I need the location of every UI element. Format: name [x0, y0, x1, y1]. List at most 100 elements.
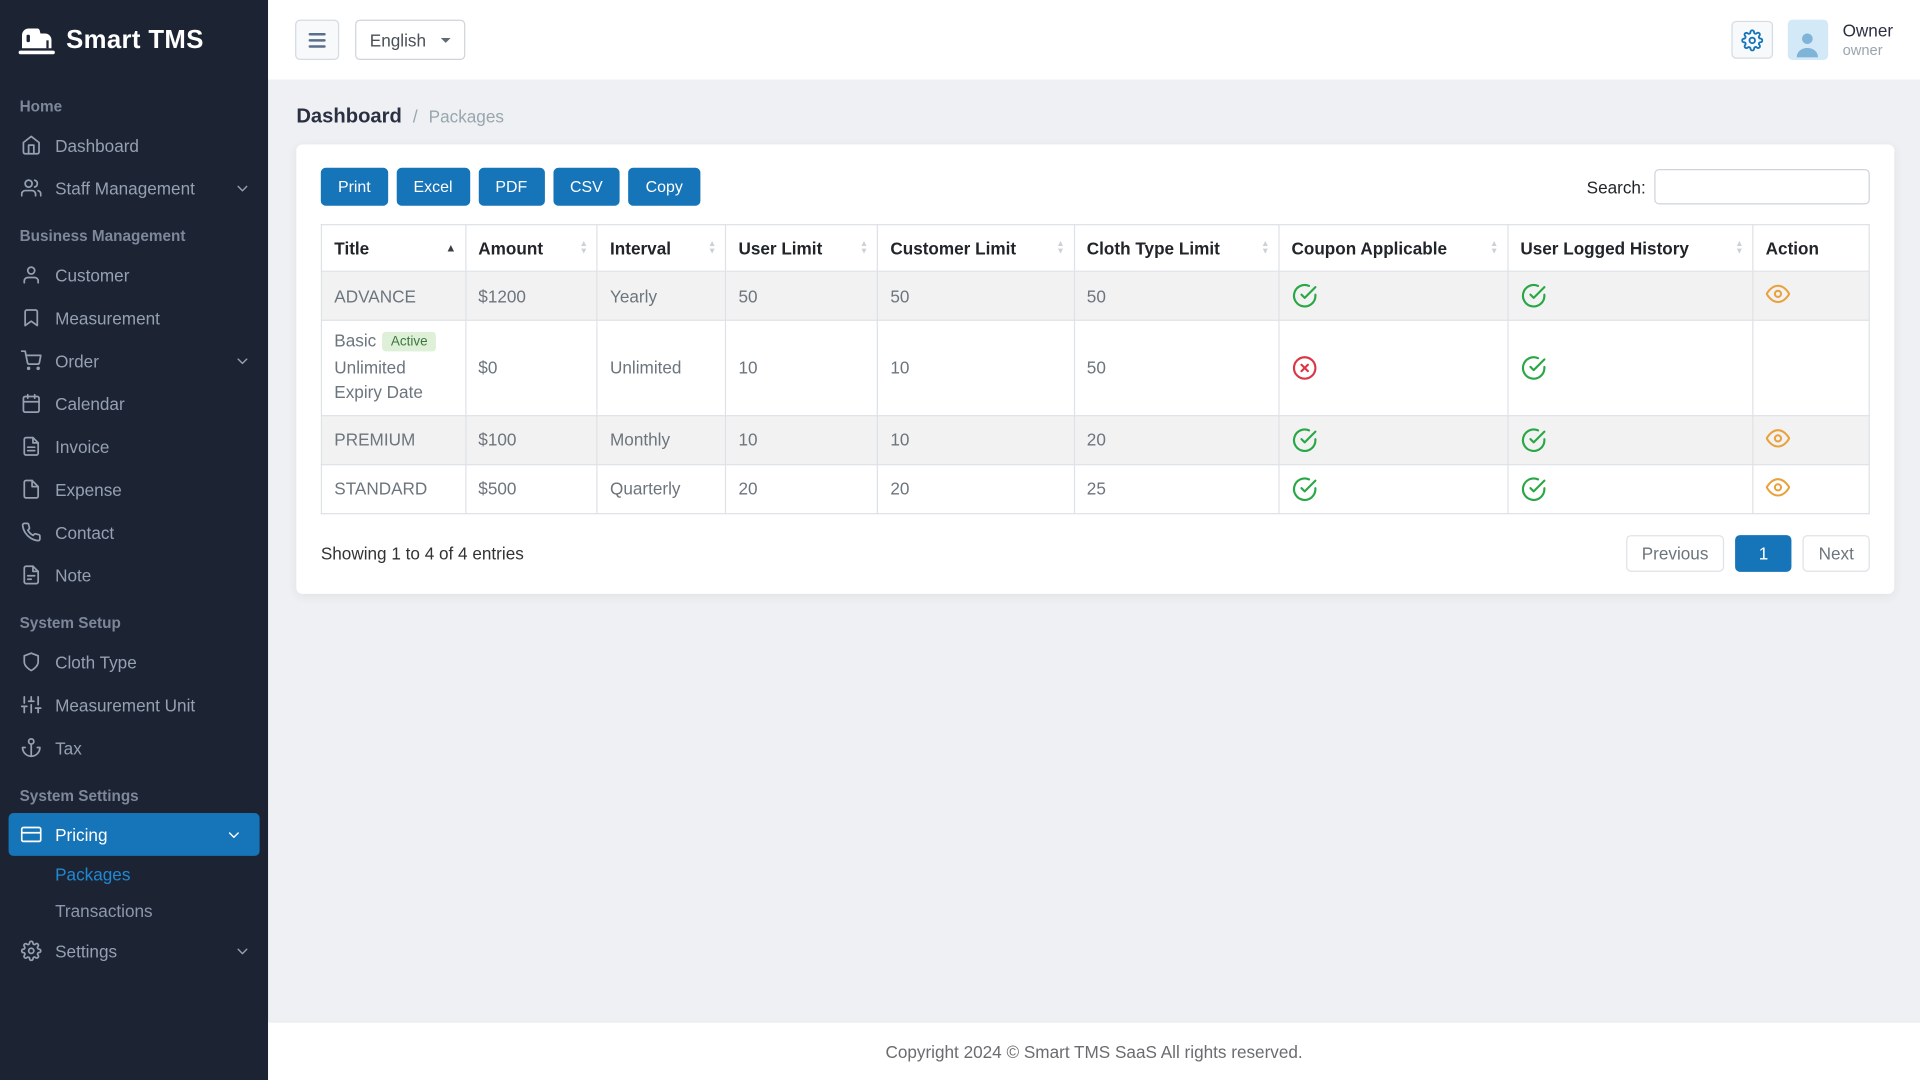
view-button[interactable]: [1765, 282, 1791, 306]
sidebar-item-staff-management[interactable]: Staff Management: [0, 167, 268, 210]
calendar-icon: [22, 393, 40, 414]
sidebar-item-settings[interactable]: Settings: [0, 929, 268, 972]
sidebar-item-label: Order: [55, 350, 99, 371]
check-circle-icon: [1521, 476, 1546, 501]
cell-user-logged-history: [1506, 270, 1754, 321]
excel-button[interactable]: Excel: [396, 167, 470, 206]
eye-icon: [1765, 477, 1791, 497]
person-icon: [1797, 33, 1819, 58]
bookmark-icon: [24, 309, 39, 327]
view-button[interactable]: [1765, 475, 1791, 499]
table-toolbar: Print Excel PDF CSV Copy Search:: [320, 167, 1870, 206]
sidebar-item-cloth-type[interactable]: Cloth Type: [0, 640, 268, 683]
sidebar-item-order[interactable]: Order: [0, 339, 268, 382]
pdf-button[interactable]: PDF: [478, 167, 545, 206]
search-input[interactable]: [1654, 168, 1870, 205]
chevron-down-icon: [228, 831, 239, 838]
previous-page-button[interactable]: Previous: [1625, 534, 1725, 572]
sidebar-item-tax[interactable]: Tax: [0, 726, 268, 769]
sidebar-item-pricing[interactable]: Pricing: [8, 813, 260, 856]
column-header-user-limit[interactable]: User Limit ▲ ▼: [724, 224, 879, 272]
view-button[interactable]: [1765, 426, 1791, 450]
sliders-icon: [20, 696, 42, 714]
caret-down-icon: [440, 37, 451, 43]
column-header-interval[interactable]: Interval ▲ ▼: [596, 224, 727, 272]
content: Dashboard / Packages Print Excel PDF CSV…: [268, 80, 1920, 1022]
topbar-right: Owner owner: [1731, 19, 1893, 61]
column-header-title[interactable]: Title ▲: [320, 224, 467, 272]
sidebar-item-dashboard[interactable]: Dashboard: [0, 124, 268, 167]
sidebar-subitem-packages[interactable]: Packages: [55, 864, 131, 885]
sidebar-item-label: Tax: [55, 737, 82, 758]
brand[interactable]: Smart TMS: [0, 0, 268, 80]
breadcrumb-separator: /: [412, 106, 418, 127]
user-role: owner: [1842, 41, 1883, 59]
sewing-machine-icon: [18, 24, 55, 55]
table-header-row: Title ▲ Amount ▲ ▼ Interval ▲ ▼ User Limit ▲ ▼ …: [320, 224, 1870, 272]
cell-title: ADVANCE: [320, 270, 467, 321]
sort-asc-icon: ▲: [445, 241, 457, 254]
export-buttons: Print Excel PDF CSV Copy: [320, 167, 700, 206]
breadcrumb: Dashboard / Packages: [296, 105, 1893, 128]
brand-name: Smart TMS: [66, 25, 204, 54]
breadcrumb-current: Packages: [428, 106, 504, 127]
user-name: Owner: [1842, 20, 1894, 41]
gear-icon: [20, 940, 42, 962]
next-page-button[interactable]: Next: [1802, 534, 1870, 572]
eye-icon: [1765, 284, 1791, 304]
user-info[interactable]: Owner owner: [1843, 21, 1893, 59]
column-header-customer-limit[interactable]: Customer Limit ▲ ▼: [876, 224, 1075, 272]
cell-user-logged-history: [1506, 319, 1754, 416]
copy-button[interactable]: Copy: [628, 167, 700, 206]
sidebar-item-customer[interactable]: Customer: [0, 253, 268, 296]
search-label: Search:: [1586, 176, 1646, 197]
column-header-coupon-applicable[interactable]: Coupon Applicable ▲ ▼: [1278, 224, 1509, 272]
column-header-user-logged-history[interactable]: User Logged History ▲ ▼: [1506, 224, 1754, 272]
breadcrumb-dashboard-link[interactable]: Dashboard: [296, 105, 402, 128]
packages-table: Title ▲ Amount ▲ ▼ Interval ▲ ▼ User Limit ▲ ▼ …: [320, 224, 1870, 514]
phone-icon: [21, 522, 41, 542]
cell-customer-limit: 10: [876, 414, 1075, 465]
cell-coupon-applicable: [1278, 463, 1509, 514]
users-icon: [20, 179, 42, 197]
language-dropdown[interactable]: English: [355, 19, 466, 61]
page-number-button[interactable]: 1: [1735, 534, 1792, 572]
sidebar-item-expense[interactable]: Expense: [0, 468, 268, 511]
sidebar-section-system-setup: System Setup: [19, 614, 121, 632]
cell-cloth-type-limit: 50: [1073, 319, 1280, 416]
sidebar-item-label: Dashboard: [55, 135, 139, 155]
sidebar-nav: Home Dashboard Staff Management Business…: [0, 80, 268, 1080]
check-circle-icon: [1292, 476, 1317, 501]
sidebar-item-label: Measurement Unit: [55, 694, 196, 715]
cell-customer-limit: 10: [876, 319, 1075, 416]
cell-user-logged-history: [1506, 414, 1754, 465]
column-header-cloth-type-limit[interactable]: Cloth Type Limit ▲ ▼: [1073, 224, 1280, 272]
eye-icon: [1765, 428, 1791, 448]
avatar[interactable]: [1787, 19, 1828, 61]
hamburger-menu-button[interactable]: [295, 19, 340, 61]
sidebar-item-note[interactable]: Note: [0, 553, 268, 596]
sidebar-item-contact[interactable]: Contact: [0, 511, 268, 554]
main-area: English Owner owner Dashboard /: [268, 0, 1920, 1080]
csv-button[interactable]: CSV: [552, 167, 620, 206]
chevron-down-icon: [237, 947, 248, 954]
sidebar-subitem-transactions[interactable]: Transactions: [55, 901, 153, 921]
cell-title: Basic Active Unlimited Expiry Date: [320, 319, 467, 416]
page-footer: Copyright 2024 © Smart TMS SaaS All righ…: [268, 1021, 1920, 1080]
package-title: Basic: [334, 330, 377, 351]
table-row: STANDARD $500 Quarterly 20 20 25: [320, 463, 1870, 514]
credit-card-icon: [20, 826, 42, 843]
sidebar-item-measurement-unit[interactable]: Measurement Unit: [0, 683, 268, 726]
sidebar: Smart TMS Home Dashboard Staff Managemen…: [0, 0, 269, 1080]
sort-icon: ▲ ▼: [1489, 239, 1499, 256]
column-header-amount[interactable]: Amount ▲ ▼: [464, 224, 598, 272]
sidebar-item-calendar[interactable]: Calendar: [0, 382, 268, 425]
print-button[interactable]: Print: [320, 167, 388, 206]
cell-title: PREMIUM: [320, 414, 467, 465]
home-icon: [22, 135, 40, 155]
settings-button[interactable]: [1731, 20, 1773, 59]
sidebar-item-invoice[interactable]: Invoice: [0, 425, 268, 468]
sidebar-item-measurement[interactable]: Measurement: [0, 296, 268, 339]
sidebar-item-label: Measurement: [55, 307, 160, 328]
packages-card: Print Excel PDF CSV Copy Search:: [296, 144, 1895, 594]
